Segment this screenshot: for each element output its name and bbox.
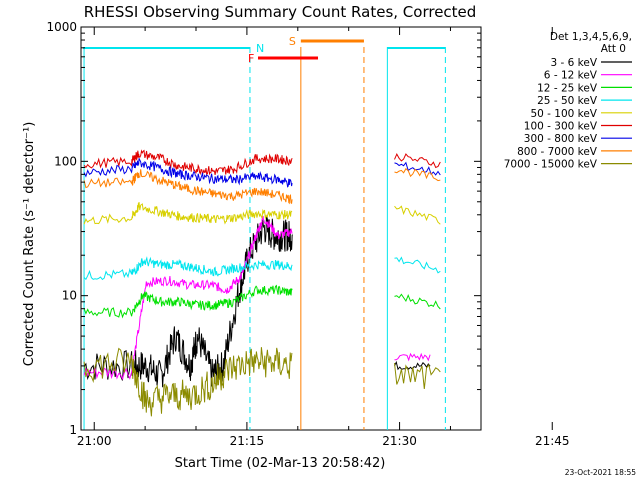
x-tick-label: 21:30 (382, 434, 417, 448)
flag-letter-s: S (289, 35, 296, 48)
legend-label: 300 - 800 keV (524, 133, 598, 145)
series-line (83, 216, 293, 388)
series-line (83, 169, 293, 205)
series-line (83, 201, 293, 225)
series-line-segment-2 (394, 161, 441, 176)
series-line-segment-2 (394, 362, 441, 390)
y-tick-label: 100 (54, 154, 77, 168)
y-tick-label: 1 (69, 423, 77, 437)
legend-label: 100 - 300 keV (524, 121, 598, 133)
legend-label: 7000 - 15000 keV (504, 159, 598, 171)
legend-label: 50 - 100 keV (530, 108, 597, 120)
y-tick-label: 1000 (46, 20, 77, 34)
series-line-segment-2 (394, 256, 441, 274)
series-line (83, 347, 293, 417)
legend-label: 800 - 7000 keV (517, 146, 598, 158)
legend-header-line-1: Det 1,3,4,5,6,9, (550, 31, 632, 43)
legend-label: 12 - 25 keV (537, 82, 598, 94)
footer-date: 23-Oct-2021 18:55 (565, 468, 636, 477)
y-axis-ticks: 1 10 100 1000 (46, 20, 481, 437)
x-axis-label: Start Time (02-Mar-13 20:58:42) (175, 456, 386, 471)
y-tick-label: 10 (62, 289, 77, 303)
series-line-segment-2 (394, 352, 431, 362)
series-line-segment-2 (394, 293, 441, 310)
y-axis-label: Corrected Count Rate (s⁻¹ detector⁻¹) (22, 122, 37, 367)
legend-label: 3 - 6 keV (550, 57, 597, 69)
flag-bars: NF S (83, 35, 446, 65)
series-line (83, 158, 293, 188)
series-line (83, 284, 293, 319)
x-tick-label: 21:45 (535, 434, 570, 448)
flag-letter-n: N (256, 42, 264, 55)
legend-header-line-2: Att 0 (601, 43, 626, 55)
series-line-segment-2 (394, 205, 441, 225)
x-tick-label: 21:00 (77, 434, 112, 448)
chart-title: RHESSI Observing Summary Count Rates, Co… (84, 3, 477, 21)
plot-frame (80, 26, 482, 431)
series-line (83, 256, 293, 281)
flag-letter-f: F (248, 52, 254, 65)
series-line-segment-2 (394, 152, 441, 169)
legend-label: 25 - 50 keV (537, 95, 598, 107)
series-line (83, 149, 293, 176)
legend-label: 6 - 12 keV (544, 70, 598, 82)
x-tick-label: 21:15 (230, 434, 265, 448)
series-lines (83, 149, 441, 417)
series-line-segment-2 (394, 167, 441, 182)
